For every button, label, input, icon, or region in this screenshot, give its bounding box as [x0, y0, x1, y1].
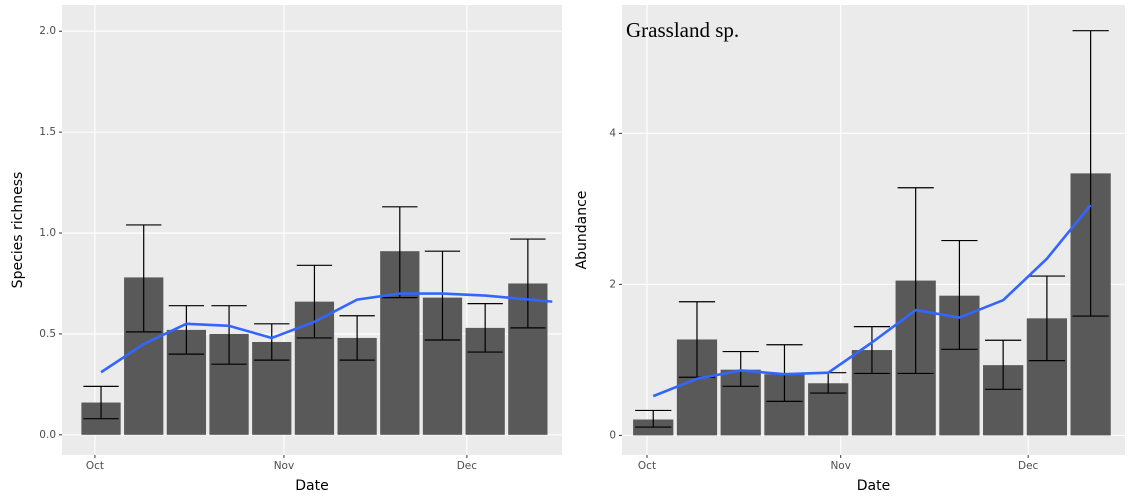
smooth-line	[100, 292, 553, 374]
x-tick-label: Nov	[830, 460, 851, 472]
y-tick-label: 2.0	[39, 25, 56, 37]
x-tick-label: Nov	[274, 460, 295, 472]
annotation: Grassland sp.	[626, 18, 739, 42]
error-bar	[168, 305, 205, 355]
y-tick-label: 2	[609, 278, 616, 290]
error-bar	[1028, 275, 1065, 362]
error-bar	[382, 206, 418, 299]
x-axis-title: Date	[857, 478, 890, 494]
y-tick-label: 1.5	[39, 126, 56, 138]
x-tick-label: Oct	[638, 460, 656, 472]
error-bar	[424, 250, 461, 341]
error-bar	[1072, 30, 1109, 317]
error-bar	[339, 315, 375, 361]
y-tick-label: 0.0	[39, 429, 56, 441]
y-axis-title: Abundance	[574, 191, 590, 270]
y-tick-label: 1.0	[39, 227, 56, 239]
error-bar	[985, 339, 1022, 390]
error-bar	[722, 350, 759, 387]
x-tick-label: Oct	[86, 460, 104, 472]
error-bar	[83, 385, 119, 420]
error-bar	[853, 326, 891, 375]
error-bar	[941, 239, 978, 350]
error-bar	[635, 409, 672, 428]
x-tick-label: Dec	[457, 460, 478, 472]
panel: 0 2 4 Oct Nov Dec Grassland sp. Date Abundance	[574, 5, 1125, 494]
x-tick-label: Dec	[1018, 460, 1039, 472]
y-axis-title: Species richness	[10, 172, 26, 289]
error-bar	[897, 187, 934, 375]
y-tick-label: 0	[609, 429, 616, 441]
error-bar	[254, 323, 290, 361]
error-bar	[510, 238, 546, 329]
smooth-line	[652, 204, 1092, 398]
x-axis-title: Date	[295, 478, 328, 494]
error-bar	[296, 264, 333, 339]
error-bar	[211, 305, 247, 365]
y-tick-label: 4	[609, 127, 616, 139]
error-bar	[467, 303, 503, 353]
error-bar	[126, 224, 162, 333]
y-tick-label: 0.5	[39, 328, 56, 340]
panel: 0.0 0.5 1.0 1.5 2.0 Oct Nov Dec Date Species rich…	[10, 5, 562, 494]
